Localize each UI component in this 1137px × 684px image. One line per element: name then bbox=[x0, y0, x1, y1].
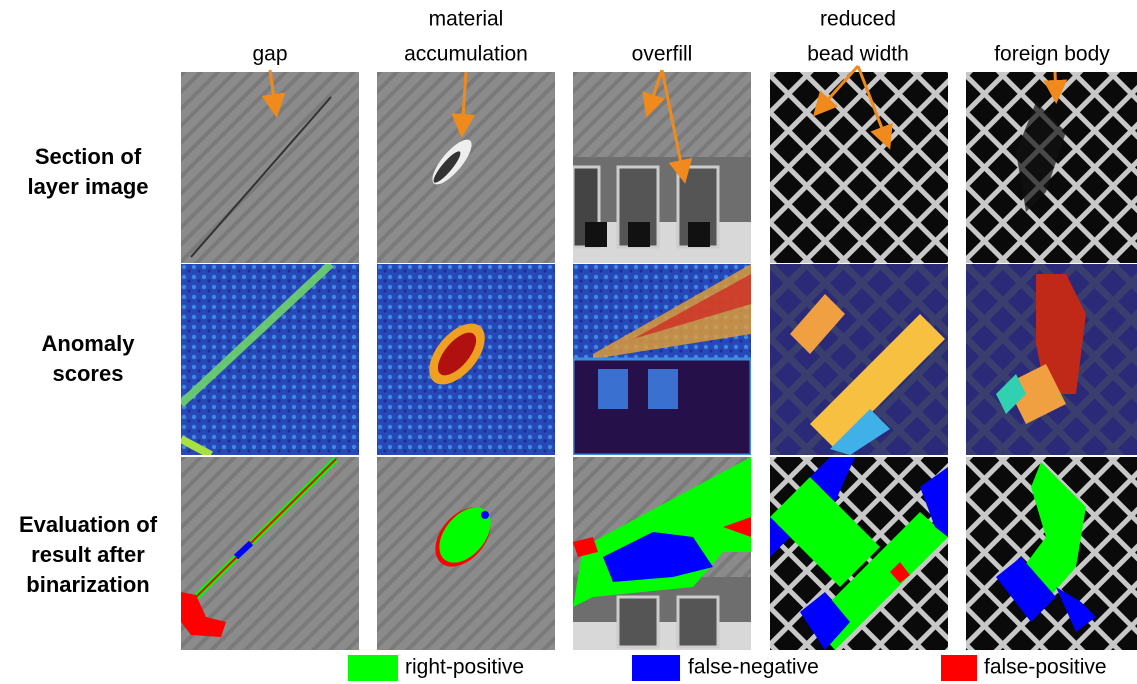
column-header: foreign body bbox=[994, 43, 1110, 66]
layer-image bbox=[573, 72, 751, 263]
row-label: scores bbox=[53, 361, 124, 386]
row-label: binarization bbox=[26, 572, 149, 597]
row-label: result after bbox=[31, 542, 145, 567]
legend-label: false-positive bbox=[984, 656, 1107, 679]
layer-image bbox=[966, 72, 1137, 263]
evaluation-map bbox=[181, 457, 359, 650]
column-header: material bbox=[429, 8, 504, 31]
row-labels: Section of layer image Anomaly scores Ev… bbox=[19, 144, 158, 597]
layer-image bbox=[770, 72, 948, 263]
evaluation-map bbox=[966, 457, 1137, 650]
column-header: overfill bbox=[632, 43, 693, 66]
evaluation-map bbox=[573, 457, 751, 650]
legend-label: false-negative bbox=[688, 656, 819, 679]
figure: gap material accumulation overfill reduc… bbox=[0, 0, 1137, 684]
row-label: layer image bbox=[27, 174, 148, 199]
legend-swatch bbox=[348, 655, 398, 681]
evaluation-map bbox=[770, 457, 948, 650]
row-label: Evaluation of bbox=[19, 512, 158, 537]
column-header: reduced bbox=[820, 8, 896, 31]
legend-swatch bbox=[632, 655, 680, 681]
legend: right-positive false-negative false-posi… bbox=[348, 655, 1107, 681]
column-headers: gap material accumulation overfill reduc… bbox=[252, 8, 1110, 66]
legend-label: right-positive bbox=[405, 656, 524, 679]
row-label: Anomaly bbox=[42, 331, 136, 356]
evaluation-map bbox=[377, 457, 555, 650]
anomaly-map bbox=[573, 264, 751, 455]
anomaly-map bbox=[966, 264, 1137, 455]
layer-image bbox=[377, 72, 555, 263]
layer-image bbox=[181, 72, 359, 263]
anomaly-map bbox=[181, 264, 359, 455]
anomaly-map bbox=[377, 264, 555, 455]
column-header: bead width bbox=[807, 43, 909, 66]
column-header: gap bbox=[252, 43, 287, 66]
legend-swatch bbox=[941, 655, 977, 681]
row-label: Section of bbox=[35, 144, 142, 169]
column-header: accumulation bbox=[404, 43, 528, 66]
anomaly-map bbox=[770, 264, 948, 455]
